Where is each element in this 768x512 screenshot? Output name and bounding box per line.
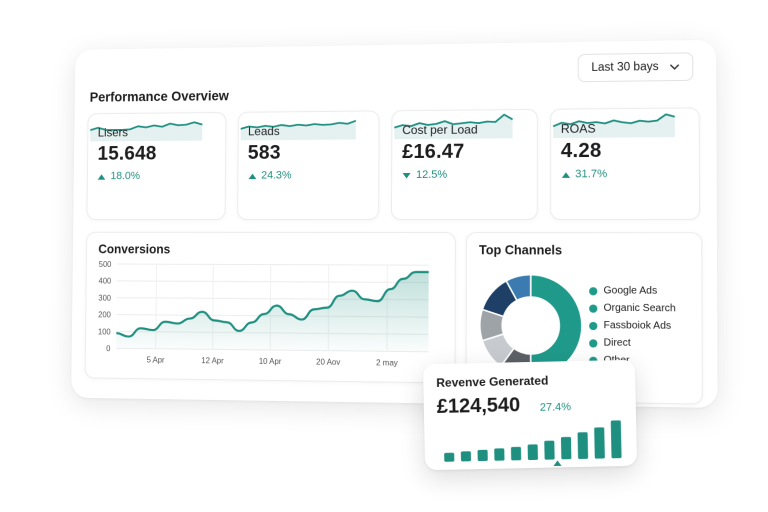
- card-title: Revenve Generated: [436, 373, 549, 390]
- kpi-card: Leads 583 24.3%: [236, 110, 380, 221]
- bar: [510, 446, 522, 461]
- kpi-card: ROAS 4.28 31.7%: [549, 107, 701, 220]
- kpi-row: Lisers 15.648 18.0% Leads 583 24.3% Cost per L…: [86, 107, 701, 221]
- kpi-value: £16.47: [402, 140, 465, 164]
- kpi-change: 24.3%: [248, 170, 292, 182]
- donut-segment: [482, 334, 514, 367]
- conversions-card: Conversions 0 100 200 300 400 500 5 Apr 12 Apr 1…: [84, 231, 456, 384]
- bar: [610, 420, 622, 459]
- card-title: Top Channels: [478, 243, 563, 258]
- trend-arrow-shape: [553, 460, 562, 467]
- bar: [544, 440, 555, 460]
- kpi-label: ROAS: [560, 121, 596, 136]
- y-tick-label: 300: [98, 294, 111, 303]
- x-tick-label: 20 Aov: [316, 357, 340, 366]
- y-tick-label: 0: [106, 344, 111, 353]
- legend-label: Direct: [603, 337, 631, 349]
- revenue-change-value: 27.4%: [539, 401, 572, 414]
- legend-marker: [589, 304, 598, 313]
- bar: [594, 427, 605, 459]
- trend-arrow: [561, 171, 570, 178]
- kpi-change-value: 18.0%: [110, 170, 141, 183]
- kpi-label: Lisers: [97, 125, 129, 140]
- area: [116, 270, 429, 352]
- sparkline: [88, 113, 204, 142]
- trend-arrow: [402, 172, 411, 178]
- grid-line: [117, 264, 429, 265]
- bar-chart: [444, 420, 622, 462]
- bar: [560, 436, 572, 460]
- trend-arrow: [248, 173, 256, 179]
- legend-item: Google Ads: [589, 282, 676, 300]
- line-chart: 0 100 200 300 400 500 5 Apr 12 Apr 10 Apr 20 Aov 2…: [98, 260, 455, 368]
- grid-line: [117, 281, 429, 283]
- kpi-change: 31.7%: [561, 168, 607, 180]
- x-tick-label: 12 Apr: [201, 356, 224, 365]
- trend-arrow-shape: [97, 173, 106, 180]
- x-tick-label: 2 may: [376, 358, 398, 368]
- sparkline: [392, 110, 514, 140]
- chevron-icon: [669, 64, 679, 70]
- kpi-change-value: 12.5%: [416, 168, 448, 181]
- kpi-change: 12.5%: [402, 169, 447, 181]
- dashboard-card: Last 30 bays Performance Overview Lisers…: [71, 39, 718, 408]
- sparkline: [238, 112, 357, 141]
- bar: [444, 452, 455, 462]
- legend-item: Organic Search: [589, 299, 676, 317]
- legend-item: Direct: [589, 334, 676, 352]
- kpi-change: 18.0%: [97, 170, 140, 182]
- kpi-change-value: 24.3%: [261, 169, 292, 182]
- legend-item: Fassboiok Ads: [589, 317, 676, 335]
- y-tick-label: 400: [99, 277, 112, 286]
- kpi-card: Lisers 15.648 18.0%: [86, 111, 226, 221]
- trend-arrow-shape: [402, 172, 411, 178]
- date-range-label: Last 30 bays: [591, 60, 659, 74]
- kpi-value: 15.648: [97, 142, 157, 165]
- bar: [527, 444, 538, 461]
- bar: [460, 451, 472, 462]
- bar: [577, 432, 589, 459]
- trend-arrow-shape: [248, 173, 256, 179]
- sparkline-area: [90, 122, 203, 142]
- kpi-label: Cost per Load: [402, 122, 478, 138]
- x-tick-label: 10 Apr: [259, 357, 282, 366]
- legend: Google Ads Organic Search Fassboiok Ads Dir…: [589, 282, 676, 370]
- sparkline-area: [240, 120, 356, 141]
- y-tick-label: 100: [98, 327, 111, 336]
- legend-label: Google Ads: [603, 285, 658, 297]
- kpi-change-value: 31.7%: [575, 168, 608, 181]
- revenue-value: £124,540: [436, 394, 521, 418]
- revenue-card: Revenve Generated £124,540 27.4%: [422, 359, 638, 471]
- x-tick-label: 5 Apr: [147, 355, 165, 364]
- bar: [494, 448, 505, 461]
- date-range-select[interactable]: Last 30 bays: [577, 52, 694, 83]
- page-title: Performance Overview: [89, 88, 229, 105]
- trend-arrow: [97, 173, 106, 180]
- legend-label: Fassboiok Ads: [603, 319, 672, 332]
- legend-marker: [589, 286, 598, 295]
- y-tick-label: 500: [99, 260, 112, 269]
- sparkline: [551, 109, 677, 139]
- sparkline-area: [394, 114, 513, 140]
- trend-arrow-shape: [561, 171, 570, 178]
- kpi-value: 583: [247, 141, 281, 164]
- legend-marker: [589, 338, 598, 348]
- donut-segment: [480, 309, 504, 341]
- bar: [477, 449, 488, 462]
- kpi-card: Cost per Load £16.47 12.5%: [390, 108, 538, 221]
- revenue-change: 27.4%: [539, 401, 572, 467]
- legend-label: Organic Search: [603, 302, 676, 315]
- kpi-label: Leads: [247, 124, 280, 139]
- legend-marker: [589, 321, 598, 330]
- y-tick-label: 200: [98, 310, 111, 319]
- trend-arrow: [553, 460, 562, 467]
- kpi-value: 4.28: [560, 139, 602, 163]
